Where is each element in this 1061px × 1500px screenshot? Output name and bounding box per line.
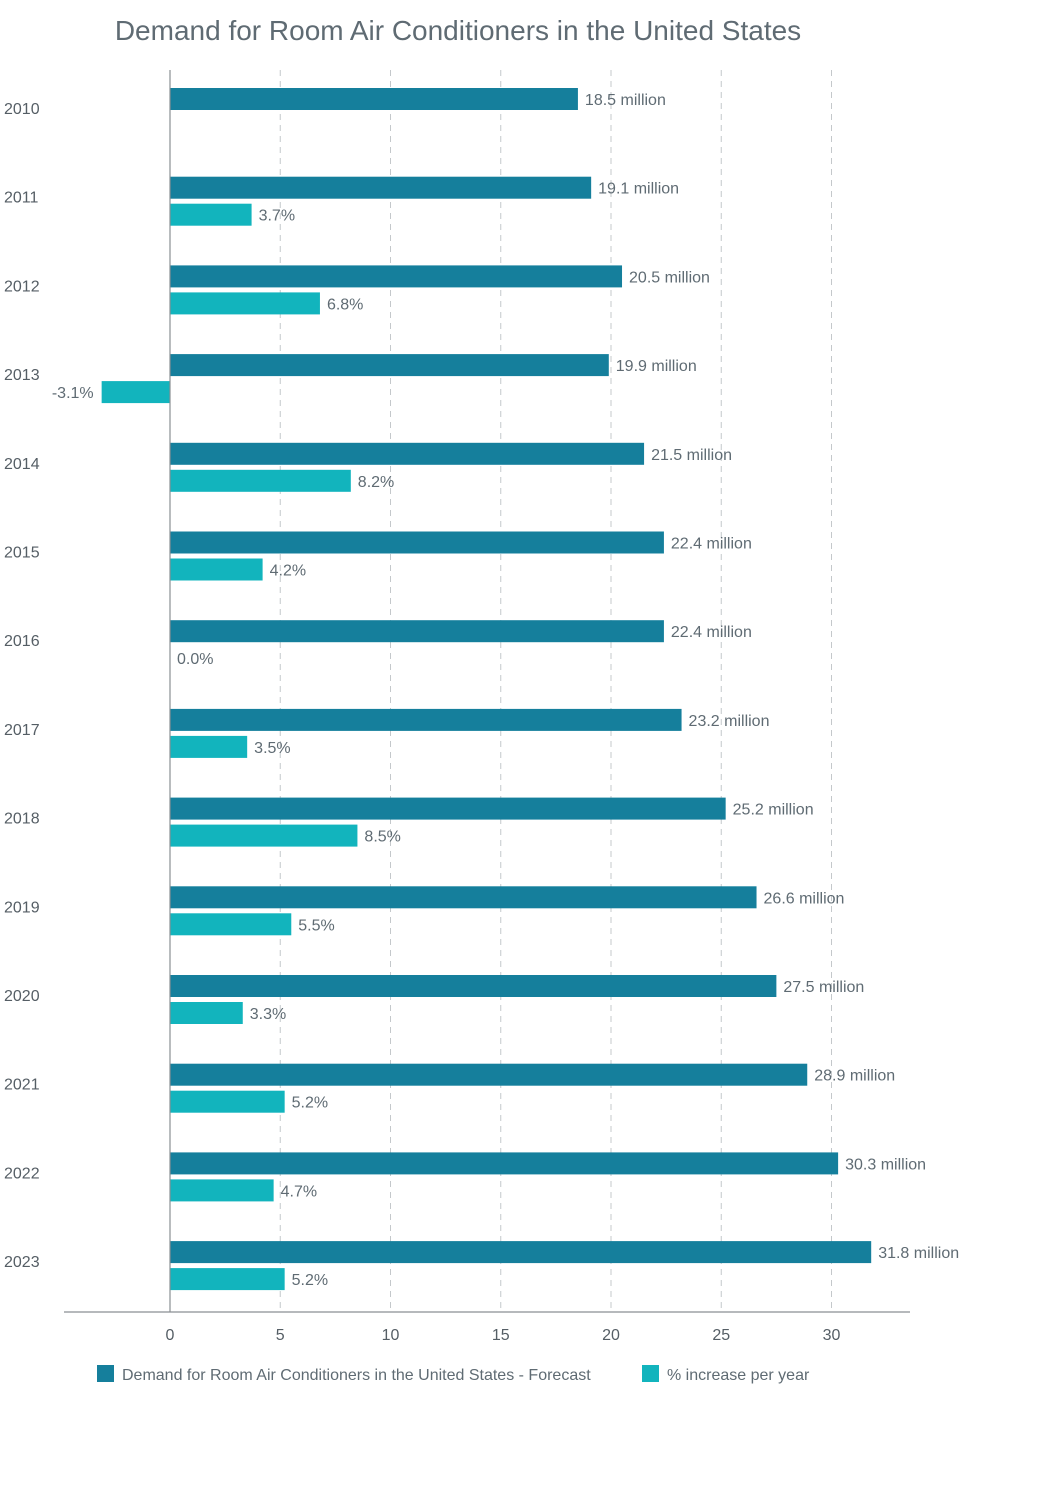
bar-demand bbox=[170, 531, 664, 554]
data-labels: 2010 18.5 million 2011 19.1 million 3.7% 2012… bbox=[4, 92, 959, 1289]
data-label-demand: 19.1 million bbox=[598, 181, 679, 198]
data-label-increase: 5.2% bbox=[292, 1272, 328, 1289]
data-label-increase: 5.5% bbox=[298, 917, 334, 934]
data-label-increase: 3.3% bbox=[250, 1006, 286, 1023]
category-label: 2017 bbox=[4, 722, 40, 739]
data-label-demand: 22.4 million bbox=[671, 536, 752, 553]
category-label: 2022 bbox=[4, 1165, 40, 1182]
data-label-demand: 27.5 million bbox=[783, 979, 864, 996]
bar-increase bbox=[170, 913, 292, 936]
bar-increase bbox=[170, 735, 248, 758]
data-label-demand: 26.6 million bbox=[764, 890, 845, 907]
category-label: 2020 bbox=[4, 988, 40, 1005]
data-label-increase: 3.5% bbox=[254, 740, 290, 757]
bar-demand bbox=[170, 88, 578, 110]
x-tick-label: 0 bbox=[166, 1327, 175, 1344]
data-label-demand: 19.9 million bbox=[616, 358, 697, 375]
gridlines bbox=[279, 70, 832, 1312]
data-label-increase: -3.1% bbox=[52, 385, 94, 402]
bar-demand bbox=[170, 975, 777, 997]
bar-increase bbox=[170, 1002, 243, 1024]
category-label: 2016 bbox=[4, 633, 40, 650]
category-label: 2013 bbox=[4, 367, 40, 384]
bar-increase bbox=[170, 203, 252, 226]
category-label: 2014 bbox=[4, 456, 40, 473]
legend-label-demand: Demand for Room Air Conditioners in the … bbox=[122, 1367, 591, 1384]
category-label: 2023 bbox=[4, 1254, 40, 1271]
category-label: 2021 bbox=[4, 1077, 40, 1094]
category-label: 2018 bbox=[4, 811, 40, 828]
bar-increase bbox=[101, 381, 170, 404]
data-label-demand: 22.4 million bbox=[671, 624, 752, 641]
data-label-demand: 31.8 million bbox=[878, 1245, 959, 1262]
category-label: 2010 bbox=[4, 101, 40, 118]
data-label-increase: 4.7% bbox=[281, 1183, 317, 1200]
bar-demand bbox=[170, 1063, 808, 1086]
x-tick-label: 30 bbox=[823, 1327, 841, 1344]
data-label-increase: 0.0% bbox=[177, 651, 213, 668]
bar-increase bbox=[170, 558, 263, 581]
legend-swatch-increase bbox=[642, 1365, 659, 1382]
data-label-demand: 20.5 million bbox=[629, 269, 710, 286]
x-tick-label: 10 bbox=[382, 1327, 400, 1344]
data-label-demand: 28.9 million bbox=[814, 1068, 895, 1085]
bar-demand bbox=[170, 620, 664, 643]
bar-increase bbox=[170, 1179, 274, 1202]
x-tick-label: 20 bbox=[602, 1327, 620, 1344]
data-label-increase: 8.2% bbox=[358, 474, 394, 491]
data-label-demand: 30.3 million bbox=[845, 1156, 926, 1173]
x-tick-label: 15 bbox=[492, 1327, 510, 1344]
x-tick-label: 25 bbox=[712, 1327, 730, 1344]
data-label-increase: 8.5% bbox=[364, 829, 400, 846]
chart-title: Demand for Room Air Conditioners in the … bbox=[115, 15, 801, 46]
data-label-demand: 25.2 million bbox=[733, 802, 814, 819]
data-label-increase: 5.2% bbox=[292, 1095, 328, 1112]
bar-increase bbox=[170, 1268, 285, 1291]
bar-demand bbox=[170, 797, 726, 820]
legend: Demand for Room Air Conditioners in the … bbox=[97, 1365, 810, 1384]
legend-label-increase: % increase per year bbox=[667, 1367, 810, 1384]
x-tick-label: 5 bbox=[276, 1327, 285, 1344]
bar-increase bbox=[170, 824, 358, 847]
category-label: 2011 bbox=[4, 190, 39, 207]
category-label: 2019 bbox=[4, 899, 40, 916]
bar-demand bbox=[170, 176, 592, 199]
axes: 0 5 10 15 20 25 30 bbox=[64, 70, 910, 1344]
data-label-increase: 4.2% bbox=[270, 563, 306, 580]
data-label-increase: 3.7% bbox=[259, 208, 295, 225]
data-label-demand: 21.5 million bbox=[651, 447, 732, 464]
bar-demand bbox=[170, 708, 682, 731]
bar-increase bbox=[170, 1090, 285, 1113]
bar-demand bbox=[170, 1152, 839, 1175]
bar-increase bbox=[170, 292, 320, 315]
data-label-demand: 23.2 million bbox=[689, 713, 770, 730]
bar-demand bbox=[170, 354, 609, 377]
data-label-increase: 6.8% bbox=[327, 296, 363, 313]
bar-demand bbox=[170, 1241, 872, 1264]
bar-demand bbox=[170, 442, 645, 465]
data-label-demand: 18.5 million bbox=[585, 92, 666, 109]
bar-demand bbox=[170, 265, 623, 288]
legend-swatch-demand bbox=[97, 1365, 114, 1382]
category-label: 2015 bbox=[4, 545, 40, 562]
bars bbox=[101, 88, 872, 1291]
category-label: 2012 bbox=[4, 278, 40, 295]
bar-demand bbox=[170, 886, 757, 909]
bar-increase bbox=[170, 469, 351, 492]
